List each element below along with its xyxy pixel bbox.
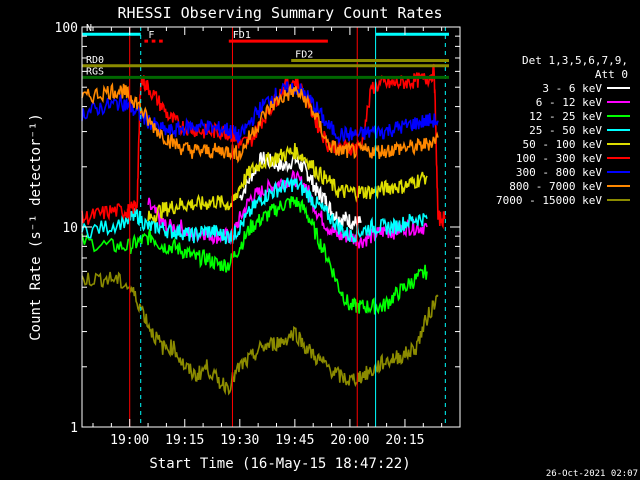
x-tick-label-4: 19:45	[275, 433, 314, 448]
state-label-n: N	[86, 23, 92, 34]
x-tick-label-6: 20:15	[385, 433, 424, 448]
legend-header-1: Det 1,3,5,6,7,9,	[522, 54, 628, 67]
series-line-3	[81, 196, 428, 315]
x-axis-label: Start Time (16-May-15 18:47:22)	[149, 456, 410, 472]
legend-label-8: 800 - 7000 keV	[509, 180, 602, 193]
state-label-fd1: FD1	[233, 30, 251, 41]
state-label-f: F	[148, 30, 154, 41]
legend-label-7: 300 - 800 keV	[516, 166, 602, 179]
x-tick-label-2: 19:15	[165, 433, 204, 448]
legend-label-9: 7000 - 15000 keV	[496, 194, 602, 207]
state-label-fd2: FD2	[295, 49, 313, 60]
legend-label-1: 3 - 6 keV	[542, 82, 602, 95]
legend-label-4: 25 - 50 keV	[529, 124, 602, 137]
marker-layer	[129, 27, 446, 427]
series-line-9	[81, 271, 439, 396]
state-label-rgs: RGS	[86, 66, 104, 77]
state-label-rd0: RD0	[86, 55, 104, 66]
x-tick-label-5: 20:00	[330, 433, 369, 448]
series-line-4	[81, 177, 428, 245]
y-tick-label-2: 10	[62, 221, 78, 236]
y-tick-label-3: 100	[55, 21, 78, 36]
x-tick-label-3: 19:30	[220, 433, 259, 448]
chart-title: RHESSI Observing Summary Count Rates	[117, 4, 442, 22]
legend-label-6: 100 - 300 keV	[516, 152, 602, 165]
series-line-5	[147, 143, 428, 224]
timestamp: 26-Oct-2021 02:07	[546, 469, 638, 479]
axis-layer: 19:00 19:15 19:30 19:45 20:00 20:15 1 10 100	[55, 21, 460, 448]
legend-header-2: Att 0	[595, 68, 628, 81]
y-tick-label-1: 1	[70, 421, 78, 436]
legend-label-5: 50 - 100 keV	[523, 138, 603, 151]
series-layer	[81, 63, 446, 396]
legend-label-3: 12 - 25 keV	[529, 110, 602, 123]
x-tick-label-1: 19:00	[110, 433, 149, 448]
y-axis-label: Count Rate (s⁻¹ detector⁻¹)	[28, 113, 44, 341]
legend-label-2: 6 - 12 keV	[536, 96, 603, 109]
series-line-7	[81, 81, 439, 146]
series-line-8	[81, 82, 439, 164]
